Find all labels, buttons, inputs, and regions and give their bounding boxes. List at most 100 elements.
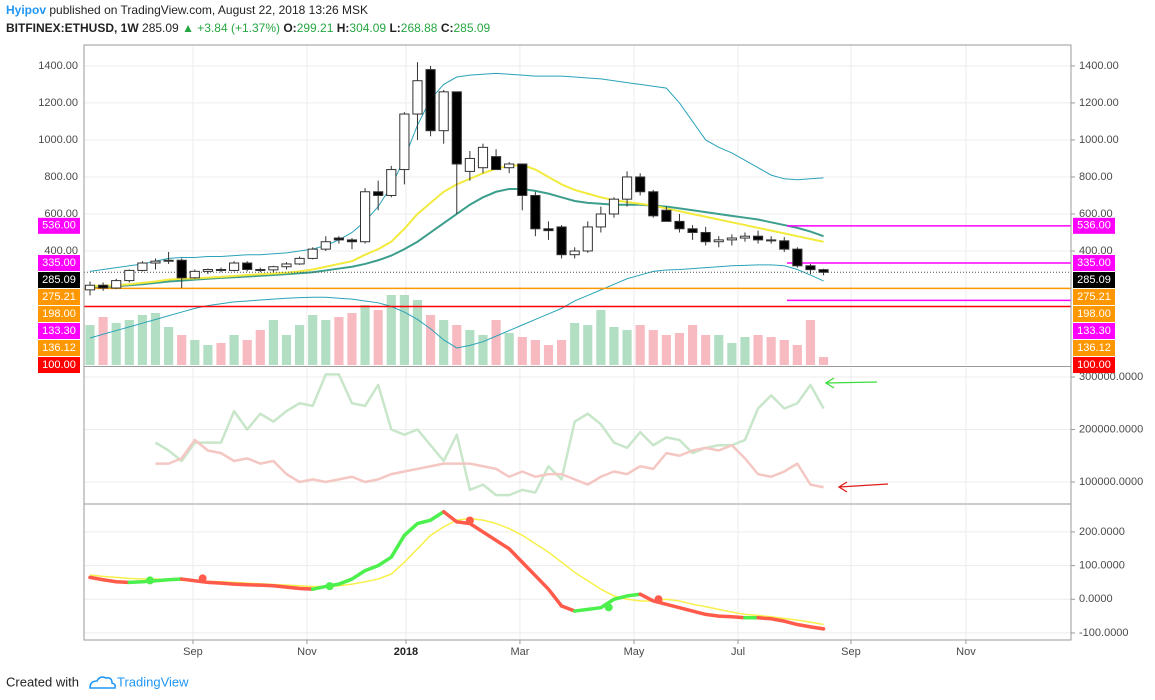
oscillator-line [310, 509, 446, 591]
author[interactable]: Hyipov [6, 3, 46, 17]
volume-bar [308, 315, 318, 365]
price-badge-label: 536.00 [1077, 220, 1111, 232]
x-tick-label: Nov [956, 646, 976, 658]
candle-body [779, 240, 790, 250]
volume-bar [753, 335, 763, 365]
price-badge-label: 198.00 [42, 308, 76, 320]
price-badge [1073, 306, 1115, 323]
volume-bar [478, 335, 488, 365]
volume-bar [412, 300, 423, 365]
candle-body [346, 239, 358, 243]
oscillator-line [88, 575, 132, 585]
indicator-line [89, 187, 824, 290]
green-arrow [824, 377, 878, 389]
footer-brand[interactable]: TradingView [117, 674, 189, 689]
price-badge-label: 285.09 [1077, 274, 1111, 286]
volume-bar [268, 320, 278, 365]
price-badge [1073, 323, 1115, 340]
price-badge [38, 272, 80, 289]
price-badge-label: 136.12 [42, 342, 76, 354]
price-badge-label: 198.00 [1077, 308, 1111, 320]
series-line [89, 517, 824, 626]
x-tick-label: Sep [841, 646, 861, 658]
oscillator-line [441, 509, 577, 613]
price-badge [38, 217, 80, 234]
candle-body [320, 241, 331, 250]
volume-bar [583, 325, 593, 365]
price-badge-label: 335.00 [1077, 257, 1111, 269]
price-badge-label: 133.30 [42, 325, 76, 337]
y-tick-label: 400.00 [1079, 245, 1113, 257]
volume-bar [727, 343, 737, 365]
candle-body [739, 235, 751, 239]
candle-body [595, 213, 606, 228]
y-tick-label: 100.0000 [1079, 560, 1125, 572]
candle-body [648, 191, 659, 217]
candle-body [687, 228, 698, 233]
candle-body [202, 268, 213, 272]
volume-bar [792, 345, 802, 365]
volume-bar [818, 357, 829, 365]
candle-body [543, 228, 554, 232]
candle-body [661, 209, 672, 222]
candle-body [608, 198, 620, 215]
y-tick-label: 200.0000 [1079, 526, 1125, 538]
candle-body [818, 269, 829, 273]
x-tick-label: May [624, 646, 645, 658]
volume-bar [216, 343, 226, 365]
volume-bar [203, 345, 213, 365]
volume-bar [766, 337, 776, 365]
candle-body [438, 91, 449, 132]
frame [83, 44, 1072, 641]
y-tick-label: 600.00 [44, 208, 78, 220]
volume-bar [622, 330, 632, 365]
candle-body [359, 191, 371, 243]
change: ▲ +3.84 (+1.37%) [182, 21, 280, 35]
signal-dot [325, 582, 334, 591]
volume-bar [714, 335, 724, 365]
logo[interactable] [89, 676, 116, 689]
chart-layer: 400.00 400.00 600.00 600.00 800.00 800.00 1000… [38, 45, 1143, 658]
candle-body [255, 268, 266, 271]
price-badge-label: 133.30 [1077, 325, 1111, 337]
y-tick-label: 400.00 [44, 245, 78, 257]
candle-body [582, 226, 593, 252]
candle-body [530, 194, 541, 230]
candle-body [242, 262, 253, 270]
volume-bar [635, 325, 645, 365]
ohlc-label: O: [283, 21, 296, 35]
candle-body [386, 169, 397, 196]
candle-body [84, 284, 96, 291]
oscillator-line [127, 577, 184, 585]
volume-bar [779, 340, 789, 365]
price-badge [38, 323, 80, 340]
y-tick-label: 800.00 [1079, 171, 1113, 183]
candle-body [150, 260, 161, 264]
price-badge [1073, 255, 1115, 272]
candle-body [635, 176, 646, 193]
volume-bar [465, 330, 475, 365]
last-price: 285.09 [142, 21, 179, 35]
x-tick-label: Nov [297, 646, 317, 658]
volume-bar [386, 295, 396, 365]
volume-bar [439, 320, 449, 365]
y-tick-label: 600.00 [1079, 208, 1113, 220]
series-line [154, 373, 825, 497]
volume-bar [98, 317, 108, 365]
ohlc-value: 304.09 [349, 21, 386, 35]
volume-bar [556, 340, 567, 365]
volume-bar [504, 333, 514, 365]
candle-body [412, 80, 423, 115]
volume-bar [596, 310, 606, 365]
candle-body [674, 220, 685, 230]
candle-body [176, 259, 187, 279]
symbol-line: BITFINEX:ETHUSD, 1W 285.09 ▲ +3.84 (+1.3… [6, 21, 491, 35]
red-arrow [837, 481, 889, 493]
x-tick-label: Jul [731, 646, 745, 658]
oscillator-line [756, 616, 826, 631]
volume-bar [543, 345, 554, 365]
publish-line: Hyipov published on TradingView.com, Aug… [6, 3, 368, 17]
volume-bar [648, 330, 658, 365]
volume-bar [530, 340, 540, 365]
candle-body [726, 237, 737, 241]
